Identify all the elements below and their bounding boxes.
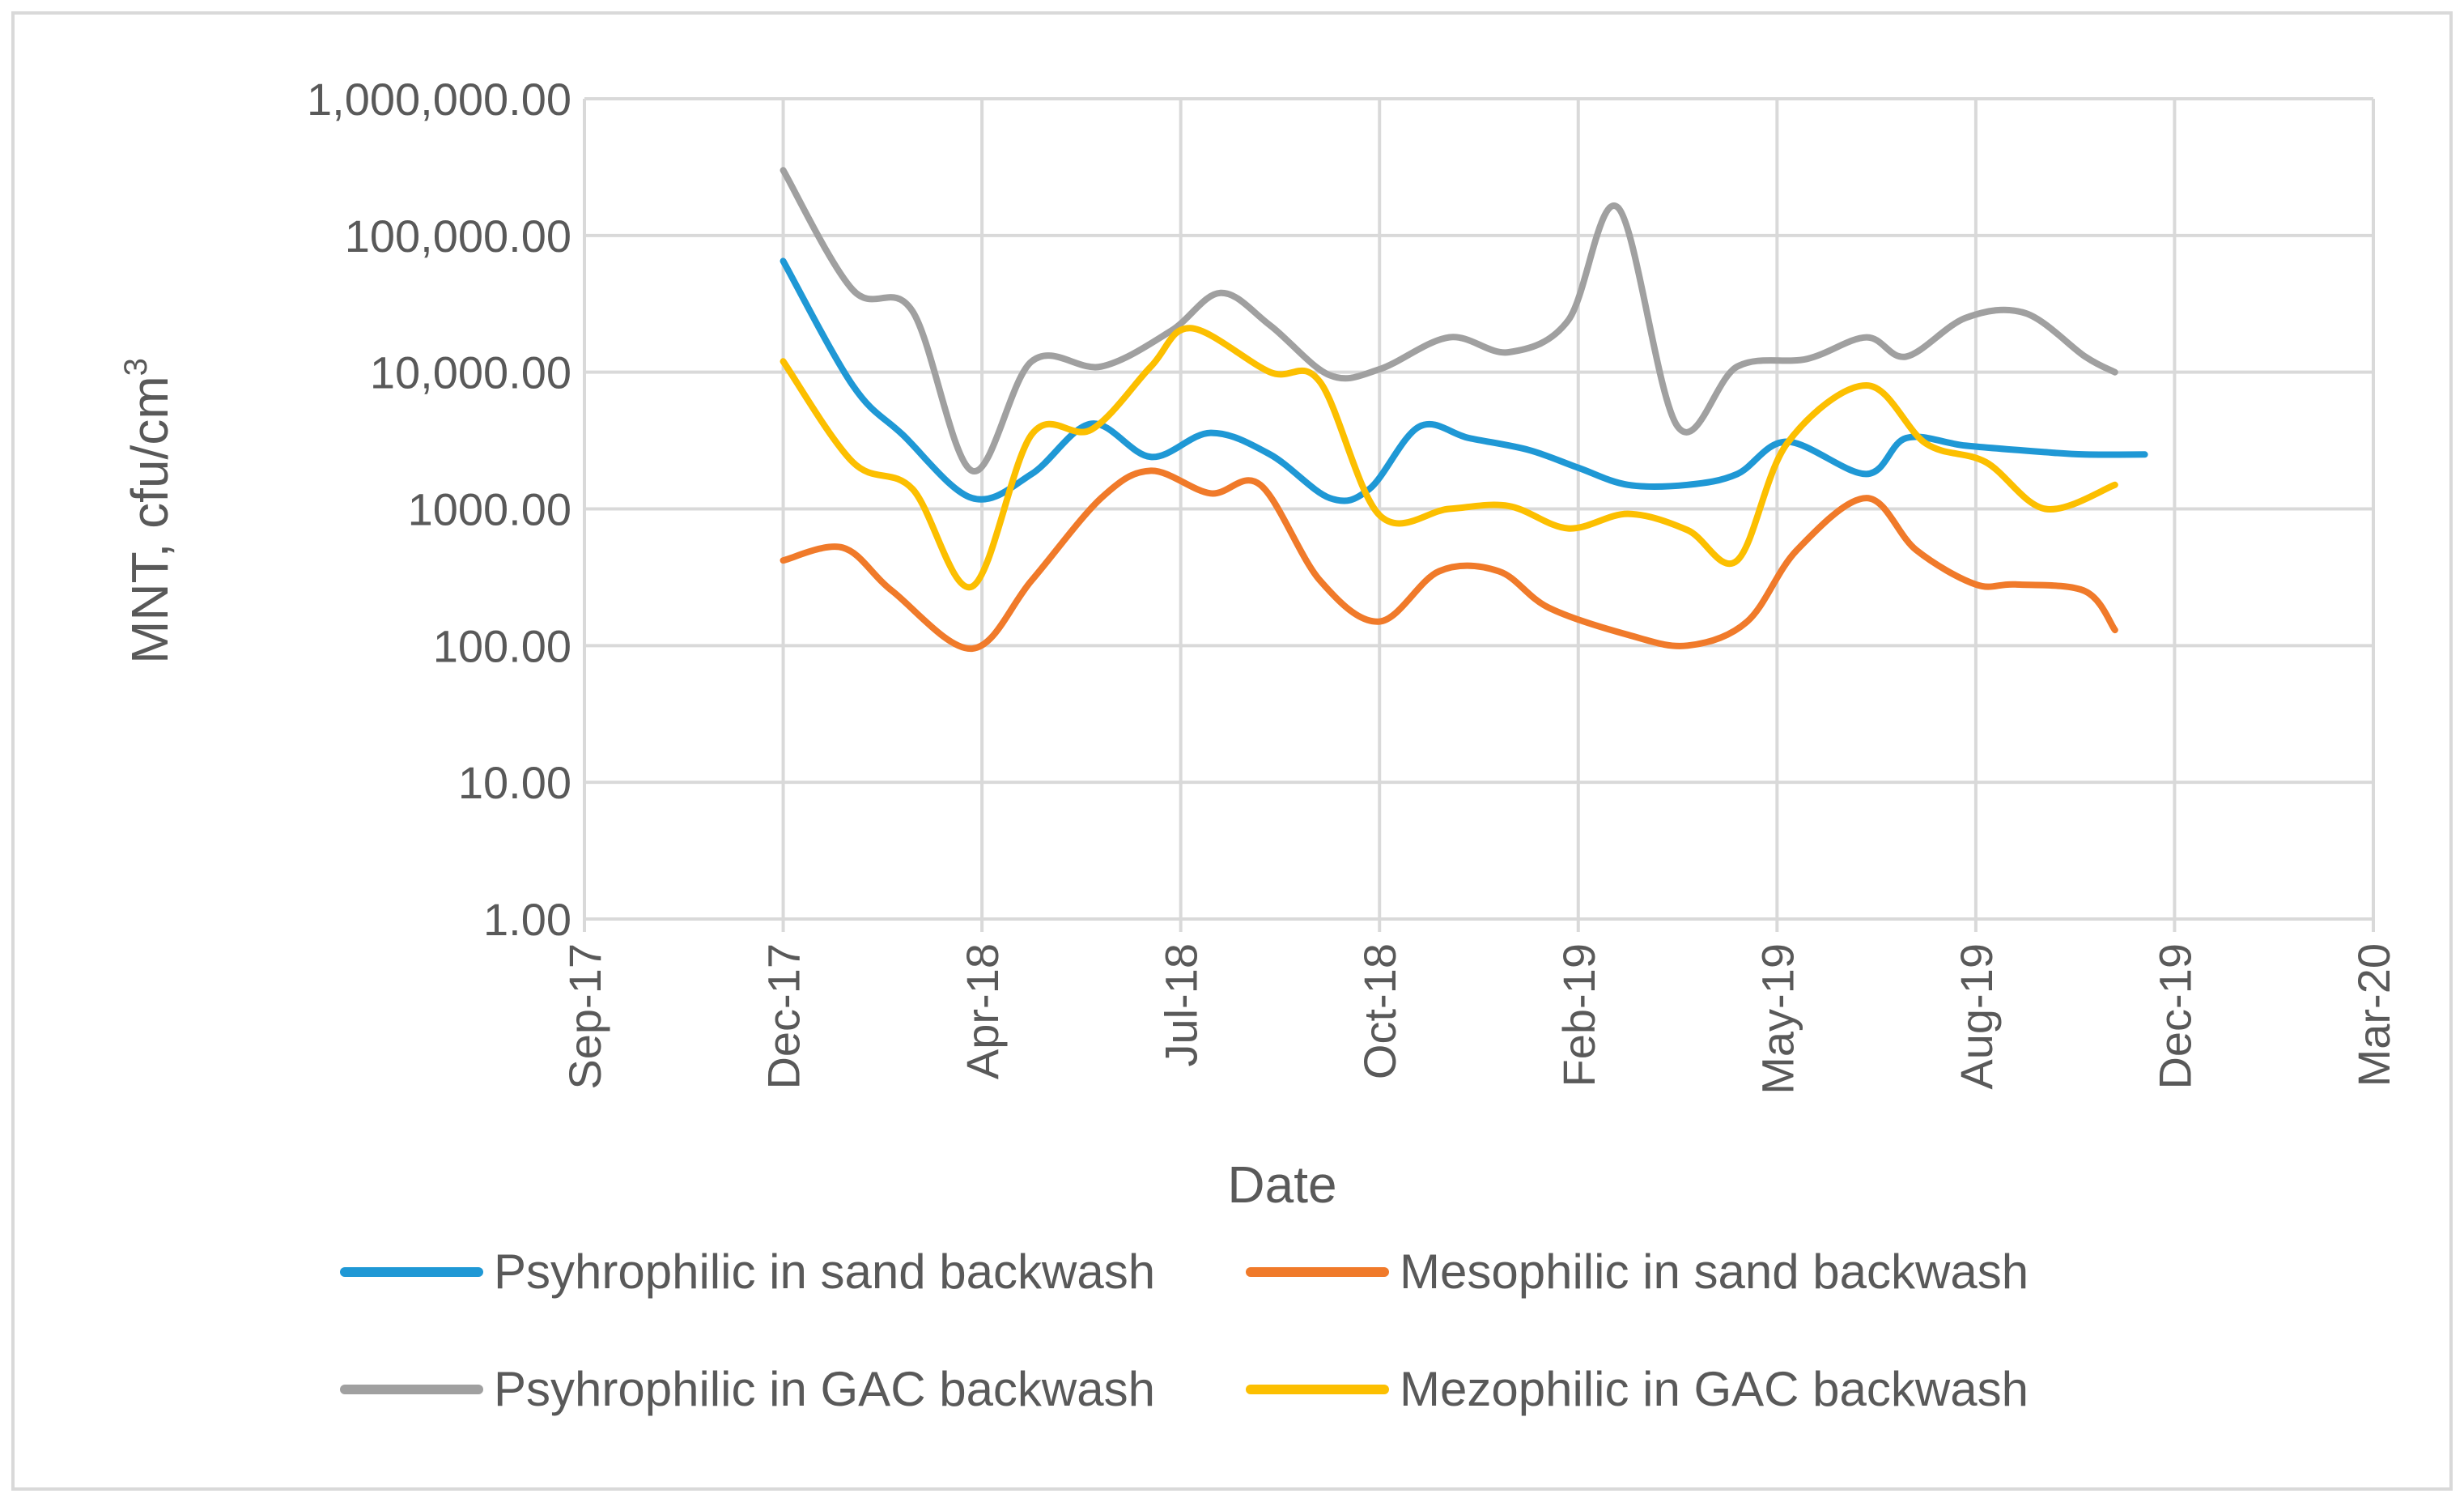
y-tick-label: 1,000,000.00 — [307, 74, 571, 125]
x-tick-label: Sep-17 — [559, 943, 610, 1090]
axes — [583, 917, 2375, 932]
chart-frame — [11, 11, 2453, 1491]
y-tick-label: 10.00 — [458, 757, 571, 808]
data-series — [780, 167, 2148, 653]
series-line-psychrophilic-gac — [780, 167, 2118, 474]
y-axis-title-superscript: 3 — [118, 358, 154, 376]
y-tick-label: 100.00 — [433, 620, 571, 671]
series-line-mesophilic-gac — [780, 325, 2118, 591]
x-tick-label: Oct-18 — [1354, 943, 1405, 1079]
axis-labels: 1.00 10.00 100.00 1000.00 10,000.00 100,000.0… — [307, 74, 2399, 1095]
y-axis-title: MNT, cfu/cm3 — [118, 358, 179, 664]
x-axis-title: Date — [1227, 1155, 1336, 1214]
legend-item-psychrophilic-gac: Psyhrophilic in GAC backwash — [340, 1362, 1155, 1416]
x-tick-label: Aug-19 — [1951, 943, 2002, 1090]
x-tick-label: Dec-17 — [758, 943, 809, 1090]
legend-item-mesophilic-sand: Mesophilic in sand backwash — [1246, 1245, 2029, 1299]
x-tick-label: Mar-20 — [2348, 943, 2399, 1087]
y-tick-label: 10,000.00 — [370, 347, 571, 398]
x-tick-label: Feb-19 — [1553, 943, 1604, 1087]
legend: Psyhrophilic in sand backwash Mesophilic … — [340, 1245, 2029, 1416]
y-tick-label: 1000.00 — [408, 484, 571, 535]
legend-label: Psyhrophilic in sand backwash — [494, 1245, 1155, 1299]
y-tick-label: 100,000.00 — [345, 211, 571, 262]
legend-item-psychrophilic-sand: Psyhrophilic in sand backwash — [340, 1245, 1155, 1299]
legend-label: Psyhrophilic in GAC backwash — [494, 1362, 1155, 1416]
x-tick-label: Jul-18 — [1156, 943, 1207, 1067]
y-tick-label: 1.00 — [483, 894, 571, 945]
legend-item-mesophilic-gac: Mezophilic in GAC backwash — [1246, 1362, 2029, 1416]
x-tick-label: Apr-18 — [957, 943, 1008, 1079]
series-line-mesophilic-sand — [780, 467, 2118, 653]
legend-label: Mezophilic in GAC backwash — [1400, 1362, 2029, 1416]
y-axis-title-main: MNT, cfu/cm — [121, 376, 179, 664]
x-tick-label: May-19 — [1752, 943, 1803, 1095]
legend-label: Mesophilic in sand backwash — [1400, 1245, 2029, 1299]
x-tick-label: Dec-19 — [2149, 943, 2200, 1090]
series-line-psychrophilic-sand — [780, 257, 2148, 504]
